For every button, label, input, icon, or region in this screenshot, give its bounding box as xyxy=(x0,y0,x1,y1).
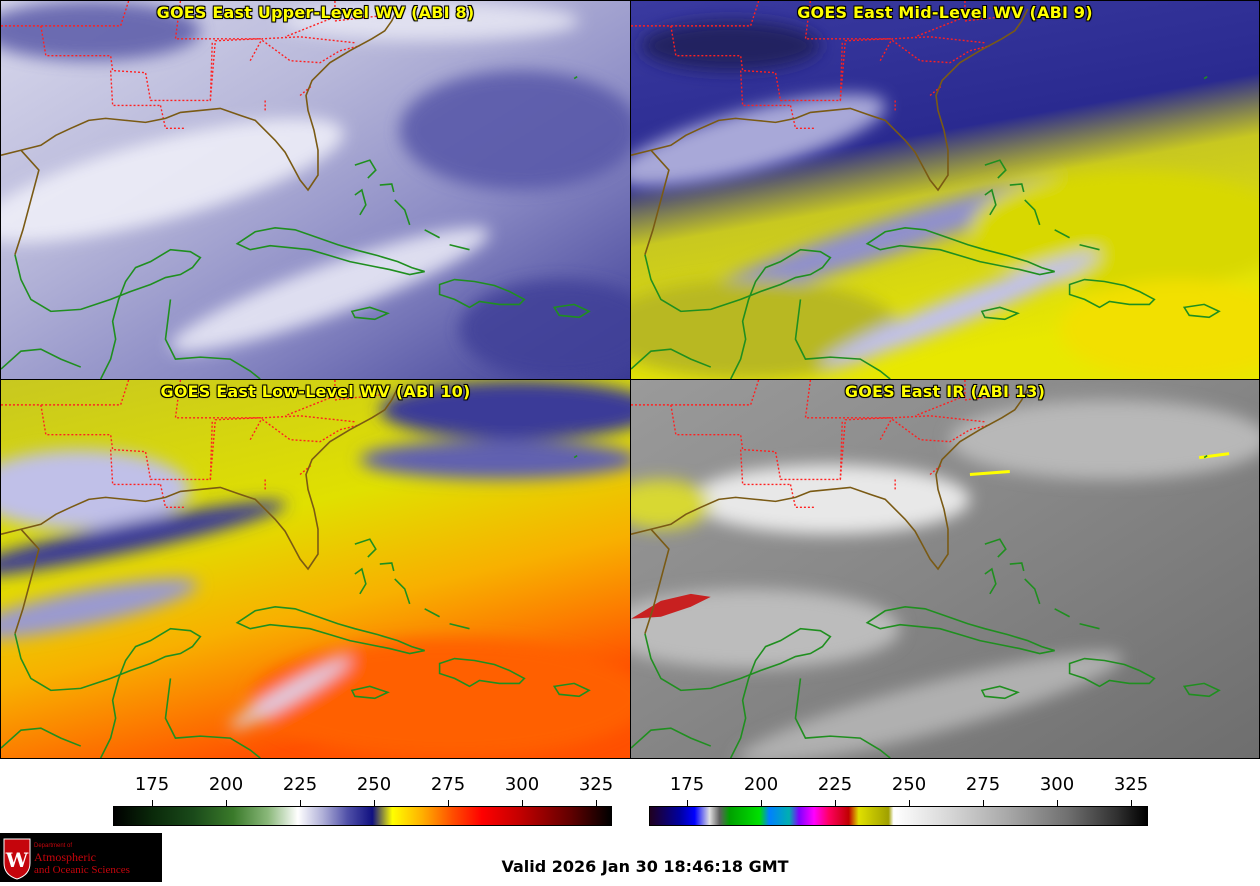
valid-time-label: Valid 2026 Jan 30 18:46:18 GMT xyxy=(501,857,789,876)
wv-colorbar-gradient xyxy=(113,806,612,826)
ir-panel: GOES East IR (ABI 13) xyxy=(630,379,1260,759)
panel-title: GOES East Low-Level WV (ABI 10) xyxy=(160,382,471,401)
logo-line2: Atmospheric xyxy=(34,850,96,864)
logo-line1: Department of xyxy=(34,843,72,849)
low-level-wv-image xyxy=(1,380,630,758)
wv-colorbar-tick: 175 xyxy=(134,774,170,795)
low-level-wv-panel: GOES East Low-Level WV (ABI 10) xyxy=(0,379,631,759)
panel-title: GOES East Upper-Level WV (ABI 8) xyxy=(156,3,475,22)
ir-colorbar-tick: 225 xyxy=(817,774,853,795)
wv-colorbar-tick: 325 xyxy=(578,774,614,795)
panel-title: GOES East Mid-Level WV (ABI 9) xyxy=(797,3,1093,22)
panel-title: GOES East IR (ABI 13) xyxy=(844,382,1046,401)
ir-colorbar-tick: 250 xyxy=(891,774,927,795)
ir-colorbar-tick: 200 xyxy=(743,774,779,795)
wv-colorbar-tick: 300 xyxy=(504,774,540,795)
logo-mark: W xyxy=(5,848,29,872)
mid-level-wv-panel: GOES East Mid-Level WV (ABI 9) xyxy=(630,0,1260,380)
ir-colorbar-gradient xyxy=(649,806,1148,826)
logo-line3: and Oceanic Sciences xyxy=(34,864,130,876)
wv-colorbar-tick: 200 xyxy=(208,774,244,795)
ir-colorbar-tick: 325 xyxy=(1113,774,1149,795)
wv-colorbar-tick: 250 xyxy=(356,774,392,795)
upper-level-wv-panel: GOES East Upper-Level WV (ABI 8) xyxy=(0,0,631,380)
mid-level-wv-image xyxy=(631,1,1259,379)
ir-image xyxy=(631,380,1259,758)
ir-colorbar-tick: 175 xyxy=(669,774,705,795)
aos-logo: W Department of Atmospheric and Oceanic … xyxy=(0,833,162,882)
ir-colorbar-tick: 275 xyxy=(965,774,1001,795)
upper-level-wv-image xyxy=(1,1,630,379)
wv-colorbar-tick: 275 xyxy=(430,774,466,795)
ir-colorbar-tick: 300 xyxy=(1039,774,1075,795)
wv-colorbar-tick: 225 xyxy=(282,774,318,795)
